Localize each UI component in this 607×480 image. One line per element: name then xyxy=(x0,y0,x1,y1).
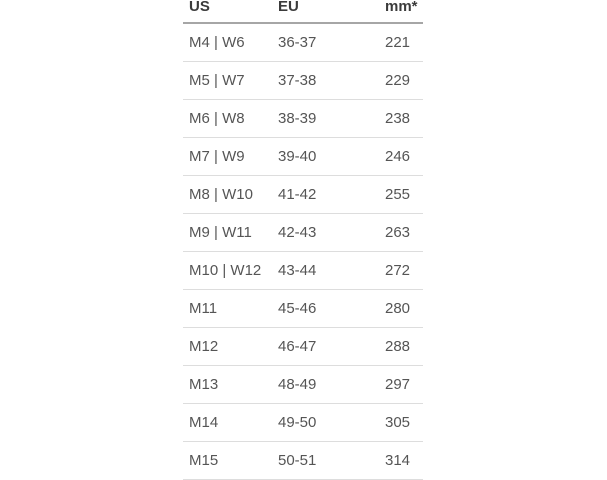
table-row: M12 46-47 288 xyxy=(183,327,423,366)
table-cell-eu: 43-44 xyxy=(272,251,379,290)
table-cell-mm: 238 xyxy=(379,99,423,138)
column-header-eu: EU xyxy=(272,0,379,24)
table-cell-eu: 50-51 xyxy=(272,441,379,480)
table-row: M10 | W12 43-44 272 xyxy=(183,251,423,290)
size-chart-header: US EU mm* xyxy=(183,0,423,24)
table-cell-mm: 288 xyxy=(379,327,423,366)
table-cell-us: M15 xyxy=(183,441,272,480)
table-row: M9 | W11 42-43 263 xyxy=(183,213,423,252)
table-cell-us: M7 | W9 xyxy=(183,137,272,176)
table-row: M6 | W8 38-39 238 xyxy=(183,99,423,138)
column-header-us: US xyxy=(183,0,272,24)
size-chart-body: M4 | W6 36-37 221 M5 | W7 37-38 229 M6 | W8 38-… xyxy=(183,23,423,480)
table-cell-us: M12 xyxy=(183,327,272,366)
table-cell-eu: 48-49 xyxy=(272,365,379,404)
table-row: M14 49-50 305 xyxy=(183,403,423,442)
table-row: M15 50-51 314 xyxy=(183,441,423,480)
table-row: M11 45-46 280 xyxy=(183,289,423,328)
table-cell-mm: 255 xyxy=(379,175,423,214)
table-cell-us: M4 | W6 xyxy=(183,23,272,62)
table-cell-mm: 314 xyxy=(379,441,423,480)
table-cell-eu: 38-39 xyxy=(272,99,379,138)
table-cell-mm: 263 xyxy=(379,213,423,252)
column-header-mm: mm* xyxy=(379,0,423,24)
table-cell-eu: 37-38 xyxy=(272,61,379,100)
table-cell-us: M13 xyxy=(183,365,272,404)
table-row: M7 | W9 39-40 246 xyxy=(183,137,423,176)
table-cell-mm: 229 xyxy=(379,61,423,100)
table-cell-mm: 297 xyxy=(379,365,423,404)
table-cell-us: M5 | W7 xyxy=(183,61,272,100)
table-cell-us: M14 xyxy=(183,403,272,442)
table-cell-mm: 221 xyxy=(379,23,423,62)
table-cell-us: M10 | W12 xyxy=(183,251,272,290)
table-cell-mm: 272 xyxy=(379,251,423,290)
table-cell-eu: 49-50 xyxy=(272,403,379,442)
table-cell-mm: 246 xyxy=(379,137,423,176)
table-row: M8 | W10 41-42 255 xyxy=(183,175,423,214)
size-chart-container: US EU mm* M4 | W6 36-37 221 M5 | W7 37-38 229… xyxy=(183,0,423,480)
table-cell-us: M9 | W11 xyxy=(183,213,272,252)
table-cell-us: M8 | W10 xyxy=(183,175,272,214)
table-row: M4 | W6 36-37 221 xyxy=(183,23,423,62)
table-cell-eu: 41-42 xyxy=(272,175,379,214)
size-chart-table: US EU mm* M4 | W6 36-37 221 M5 | W7 37-38 229… xyxy=(183,0,423,480)
table-cell-eu: 36-37 xyxy=(272,23,379,62)
table-cell-mm: 305 xyxy=(379,403,423,442)
table-row: M13 48-49 297 xyxy=(183,365,423,404)
table-cell-mm: 280 xyxy=(379,289,423,328)
table-cell-us: M6 | W8 xyxy=(183,99,272,138)
header-row: US EU mm* xyxy=(183,0,423,24)
table-cell-eu: 39-40 xyxy=(272,137,379,176)
table-cell-eu: 45-46 xyxy=(272,289,379,328)
table-cell-eu: 42-43 xyxy=(272,213,379,252)
table-cell-us: M11 xyxy=(183,289,272,328)
table-row: M5 | W7 37-38 229 xyxy=(183,61,423,100)
table-cell-eu: 46-47 xyxy=(272,327,379,366)
